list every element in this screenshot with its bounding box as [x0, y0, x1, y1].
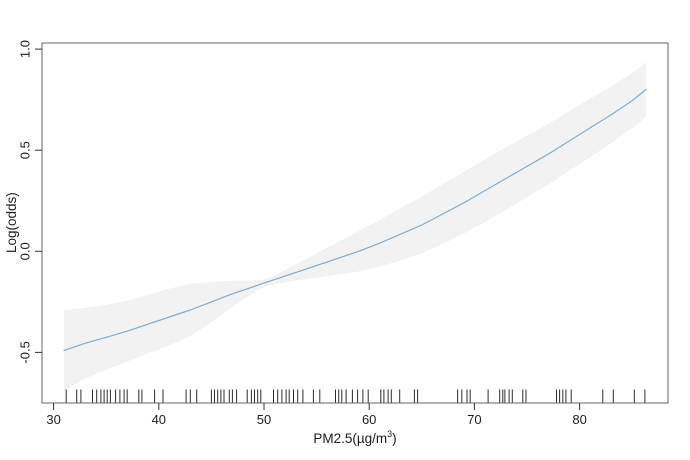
plot-box: [41, 42, 669, 404]
confidence-band: [64, 62, 646, 391]
y-tick-label: 0.5: [18, 141, 33, 159]
y-tick-label: 0.0: [18, 242, 33, 260]
x-tick-label: 50: [257, 412, 271, 427]
rug-marks: [65, 389, 646, 403]
x-tick-label: 80: [572, 412, 586, 427]
x-axis-title-text: PM2.5(µg/m: [313, 431, 388, 446]
x-axis: 30 40 50 60 70 80: [46, 403, 587, 427]
fit-line: [63, 88, 647, 351]
x-tick-label: 40: [152, 412, 166, 427]
y-tick-label: -0.5: [18, 341, 33, 363]
y-axis: -0.5 0.0 0.5 1.0: [18, 40, 42, 364]
y-tick-label: 1.0: [18, 40, 33, 58]
x-tick-label: 60: [362, 412, 376, 427]
x-tick-label: 70: [467, 412, 481, 427]
x-axis-title: PM2.5(µg/m3): [42, 429, 668, 446]
y-axis-title: Log(odds): [4, 192, 19, 254]
x-axis-title-superscript: 3: [387, 429, 393, 439]
x-tick-label: 30: [46, 412, 60, 427]
x-axis-title-close: ): [392, 431, 397, 446]
